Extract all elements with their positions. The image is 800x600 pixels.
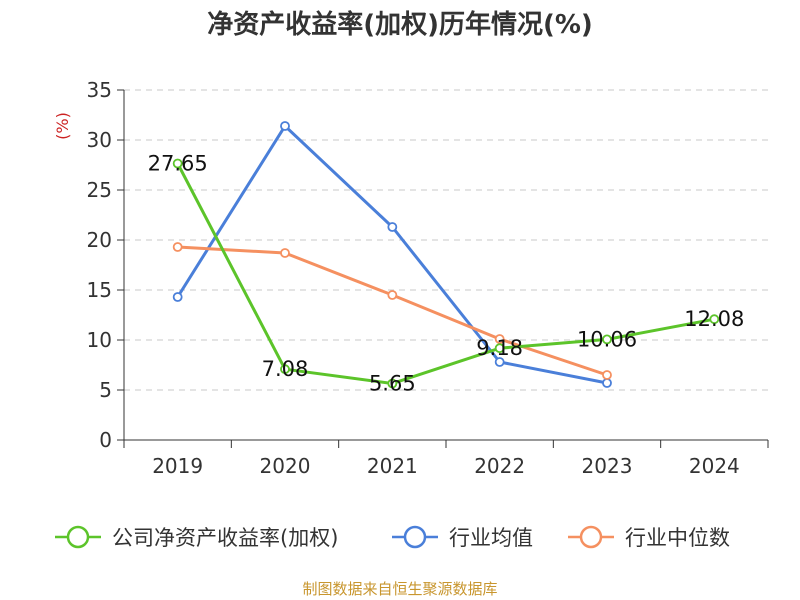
x-tick-label: 2024 (689, 454, 740, 478)
data-point[interactable] (280, 248, 290, 258)
data-point[interactable] (172, 292, 183, 302)
legend-marker-icon (579, 525, 603, 549)
data-label: 10.06 (577, 327, 637, 351)
data-label: 7.08 (262, 357, 309, 381)
x-tick-label: 2022 (474, 454, 525, 478)
legend-marker-icon (403, 525, 427, 549)
data-point[interactable] (602, 334, 612, 345)
data-point[interactable] (280, 121, 290, 131)
data-point[interactable] (494, 357, 505, 367)
data-label: 12.08 (684, 307, 744, 331)
legend[interactable]: 公司净资产收益率(加权) 行业均值 行业中位数 (55, 525, 730, 550)
data-labels: 27.65 7.08 5.65 9.18 10.06 12.08 (148, 152, 745, 396)
legend-marker-icon (66, 525, 90, 549)
x-tick-label: 2019 (152, 454, 203, 478)
data-point[interactable] (172, 242, 183, 252)
data-point[interactable] (494, 334, 505, 344)
legend-item[interactable]: 行业中位数 (568, 525, 730, 550)
x-tick-label: 2021 (367, 454, 418, 478)
y-axis-unit-label: (%) (53, 112, 72, 140)
y-tick-label: 15 (87, 278, 112, 302)
data-point[interactable] (387, 378, 398, 389)
axes: 0 5 10 15 20 25 30 35 2019 2020 2021 2022 2023 2024 (87, 78, 769, 478)
y-tick-label: 5 (99, 378, 112, 402)
x-tick-label: 2020 (260, 454, 311, 478)
legend-label: 行业中位数 (625, 526, 730, 550)
data-label: 5.65 (369, 372, 416, 396)
legend-label: 行业均值 (449, 526, 533, 550)
data-point[interactable] (280, 364, 290, 375)
data-point[interactable] (602, 370, 612, 380)
y-tick-label: 20 (87, 228, 112, 252)
legend-label: 公司净资产收益率(加权) (112, 526, 338, 550)
data-point[interactable] (709, 314, 720, 325)
legend-item[interactable]: 行业均值 (392, 525, 533, 550)
data-label: 27.65 (148, 152, 208, 176)
y-tick-label: 35 (87, 78, 112, 102)
x-tick-label: 2023 (582, 454, 633, 478)
chart-title: 净资产收益率(加权)历年情况(%) (207, 9, 593, 40)
y-tick-label: 30 (87, 128, 112, 152)
data-point[interactable] (387, 222, 398, 232)
source-note: 制图数据来自恒生聚源数据库 (302, 580, 497, 598)
data-point[interactable] (387, 290, 398, 300)
series-markers (172, 121, 720, 389)
data-point[interactable] (602, 378, 612, 388)
series-line (177, 245, 608, 377)
data-point[interactable] (494, 343, 505, 354)
y-tick-label: 25 (87, 178, 112, 202)
y-tick-label: 0 (99, 428, 112, 452)
data-label: 9.18 (476, 336, 523, 360)
grid-lines (124, 89, 768, 391)
data-point[interactable] (172, 158, 183, 169)
y-tick-label: 10 (87, 328, 112, 352)
series-line (176, 162, 715, 385)
legend-item[interactable]: 公司净资产收益率(加权) (55, 525, 338, 550)
